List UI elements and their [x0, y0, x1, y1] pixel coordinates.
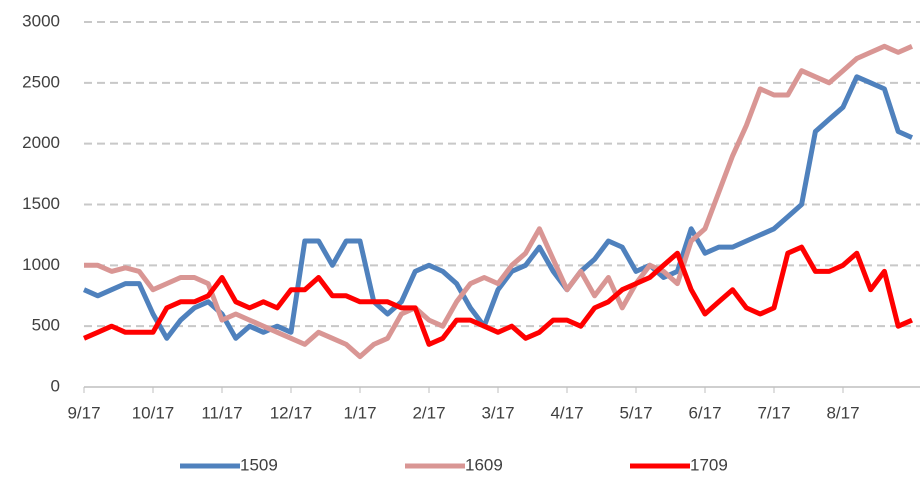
x-tick-label: 7/17	[757, 403, 790, 422]
legend-label: 1709	[690, 455, 728, 474]
x-tick-label: 2/17	[412, 403, 445, 422]
series-line	[84, 43, 914, 360]
y-tick-label: 3000	[22, 11, 60, 30]
y-tick-label: 500	[32, 316, 60, 335]
x-tick-label: 6/17	[688, 403, 721, 422]
series-line	[82, 74, 914, 341]
x-tick-label: 5/17	[619, 403, 652, 422]
legend-label: 1509	[240, 455, 278, 474]
x-tick-label: 1/17	[343, 403, 376, 422]
x-tick-label: 3/17	[481, 403, 514, 422]
legend-label: 1609	[465, 455, 503, 474]
y-tick-label: 1000	[22, 255, 60, 274]
x-tick-label: 12/17	[270, 403, 313, 422]
x-tick-label: 8/17	[826, 403, 859, 422]
x-tick-label: 9/17	[67, 403, 100, 422]
y-tick-label: 0	[51, 376, 60, 395]
y-tick-label: 1500	[22, 194, 60, 213]
x-tick-label: 4/17	[550, 403, 583, 422]
y-tick-label: 2000	[22, 133, 60, 152]
x-tick-label: 11/17	[201, 403, 242, 422]
series-line	[83, 244, 914, 347]
y-tick-label: 2500	[22, 72, 60, 91]
x-tick-label: 10/17	[132, 403, 175, 422]
